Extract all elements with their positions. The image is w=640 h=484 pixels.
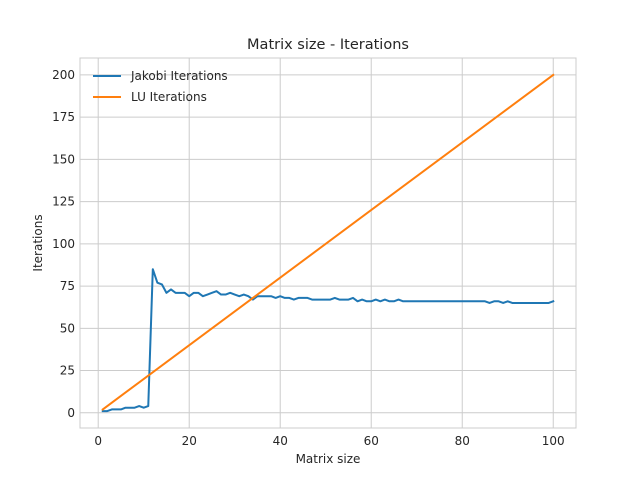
series-lines (101, 73, 555, 413)
x-axis-label: Matrix size (296, 452, 361, 466)
x-tick-label: 80 (455, 434, 470, 448)
y-tick-label: 0 (67, 406, 75, 420)
series-line-jakobi (101, 268, 555, 413)
x-tick-label: 100 (542, 434, 565, 448)
y-tick-label: 75 (60, 279, 75, 293)
tick-labels: 0 20 40 60 80 100 0 25 50 75 100 125 150 175 200 (52, 68, 565, 448)
chart-title: Matrix size - Iterations (247, 37, 409, 53)
y-tick-label: 175 (52, 110, 75, 124)
legend: Jakobi Iterations LU Iterations (93, 69, 228, 104)
y-tick-label: 100 (52, 237, 75, 251)
x-tick-label: 40 (273, 434, 288, 448)
y-axis-label: Iterations (31, 214, 45, 271)
grid-lines (80, 58, 576, 428)
y-tick-label: 25 (60, 364, 75, 378)
x-tick-label: 0 (94, 434, 102, 448)
y-tick-label: 50 (60, 321, 75, 335)
y-tick-label: 150 (52, 152, 75, 166)
x-tick-label: 20 (182, 434, 197, 448)
legend-label-lu: LU Iterations (131, 90, 207, 104)
y-tick-label: 125 (52, 195, 75, 209)
y-tick-label: 200 (52, 68, 75, 82)
plot-area-frame (79, 57, 577, 429)
series-line-lu (101, 73, 555, 411)
legend-label-jakobi: Jakobi Iterations (130, 69, 228, 83)
x-tick-label: 60 (364, 434, 379, 448)
